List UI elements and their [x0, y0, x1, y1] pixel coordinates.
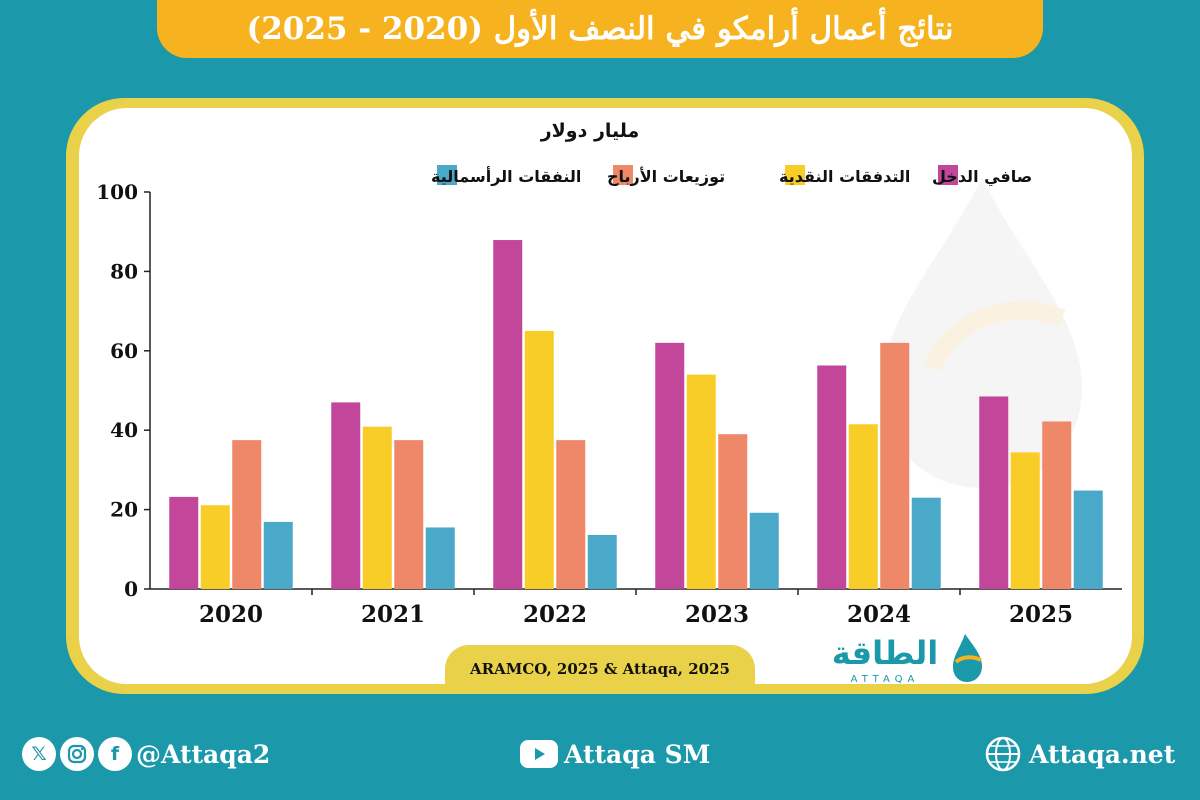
bar: [718, 434, 748, 589]
youtube-link[interactable]: Attaqa SM: [520, 733, 710, 775]
bar: [686, 374, 716, 589]
x-tick-label: 2024: [847, 601, 911, 628]
logo-latin: ATTAQA: [851, 674, 920, 685]
page-title: نتائج أعمال أرامكو في النصف الأول (2020 …: [246, 11, 954, 47]
y-tick-label: 60: [110, 339, 138, 363]
bar: [1073, 490, 1103, 589]
bar: [979, 396, 1009, 589]
bar: [848, 424, 878, 589]
instagram-icon[interactable]: [60, 737, 94, 771]
bar: [232, 440, 262, 589]
legend-label: صافي الدخل: [932, 167, 1032, 187]
bar: [587, 535, 617, 589]
bar: [263, 521, 293, 589]
x-icon[interactable]: 𝕏: [22, 737, 56, 771]
website-link[interactable]: Attaqa.net: [985, 733, 1175, 775]
x-tick-label: 2023: [685, 601, 749, 628]
x-tick-label: 2022: [523, 601, 587, 628]
title-banner: نتائج أعمال أرامكو في النصف الأول (2020 …: [157, 0, 1043, 58]
x-tick-label: 2025: [1009, 601, 1073, 628]
bar: [493, 240, 523, 590]
legend-label: توزيعات الأرباح: [607, 167, 725, 186]
bar: [331, 402, 361, 589]
x-tick-label: 2020: [199, 601, 263, 628]
bar: [394, 440, 424, 589]
bar: [1010, 452, 1040, 589]
bar: [911, 497, 941, 589]
bar: [200, 505, 230, 589]
legend-swatch: [785, 165, 805, 185]
legend-swatch: [938, 165, 958, 185]
legend-swatch: [613, 165, 633, 185]
bar: [749, 512, 779, 589]
website-url: Attaqa.net: [1029, 739, 1176, 769]
y-tick-label: 100: [96, 180, 138, 204]
legend-swatch: [437, 165, 457, 185]
attaqa-logo: الطاقة ATTAQA: [832, 634, 982, 685]
bars: [169, 240, 1103, 590]
y-tick-label: 0: [124, 577, 138, 601]
drop-watermark-icon: [882, 178, 1082, 488]
y-tick-label: 40: [110, 418, 138, 442]
legend: صافي الدخل التدفقات النقدية توزيعات الأربا…: [431, 165, 1032, 187]
legend-label: التدفقات النقدية: [779, 167, 910, 186]
bar: [362, 426, 392, 589]
bar: [655, 342, 685, 589]
bar: [1042, 421, 1072, 589]
y-tick-label: 20: [110, 498, 138, 522]
x-tick-label: 2021: [361, 601, 425, 628]
y-axis: 0 20 40 60 80 100: [96, 180, 151, 601]
social-handle[interactable]: @Attaqa2: [136, 739, 271, 769]
y-tick-label: 80: [110, 259, 138, 283]
bar: [524, 330, 554, 589]
bar: [425, 527, 455, 589]
bar: [169, 496, 199, 589]
unit-label: مليار دولار: [540, 120, 640, 142]
bar: [817, 365, 847, 589]
social-links: 𝕏 f @Attaqa2: [22, 733, 270, 775]
globe-icon: [985, 736, 1021, 772]
bar: [880, 342, 910, 589]
logo-arabic: الطاقة: [832, 634, 939, 672]
legend-label: النفقات الرأسمالية: [431, 166, 581, 186]
source-badge: ARAMCO, 2025 & Attaqa, 2025: [445, 645, 755, 693]
facebook-icon[interactable]: f: [98, 737, 132, 771]
x-axis: 2020 2021 2022 2023 2024 2025: [150, 588, 1122, 628]
youtube-icon: [520, 740, 558, 768]
bar: [556, 440, 586, 589]
source-text: ARAMCO, 2025 & Attaqa, 2025: [469, 660, 730, 678]
youtube-channel: Attaqa SM: [564, 739, 711, 769]
